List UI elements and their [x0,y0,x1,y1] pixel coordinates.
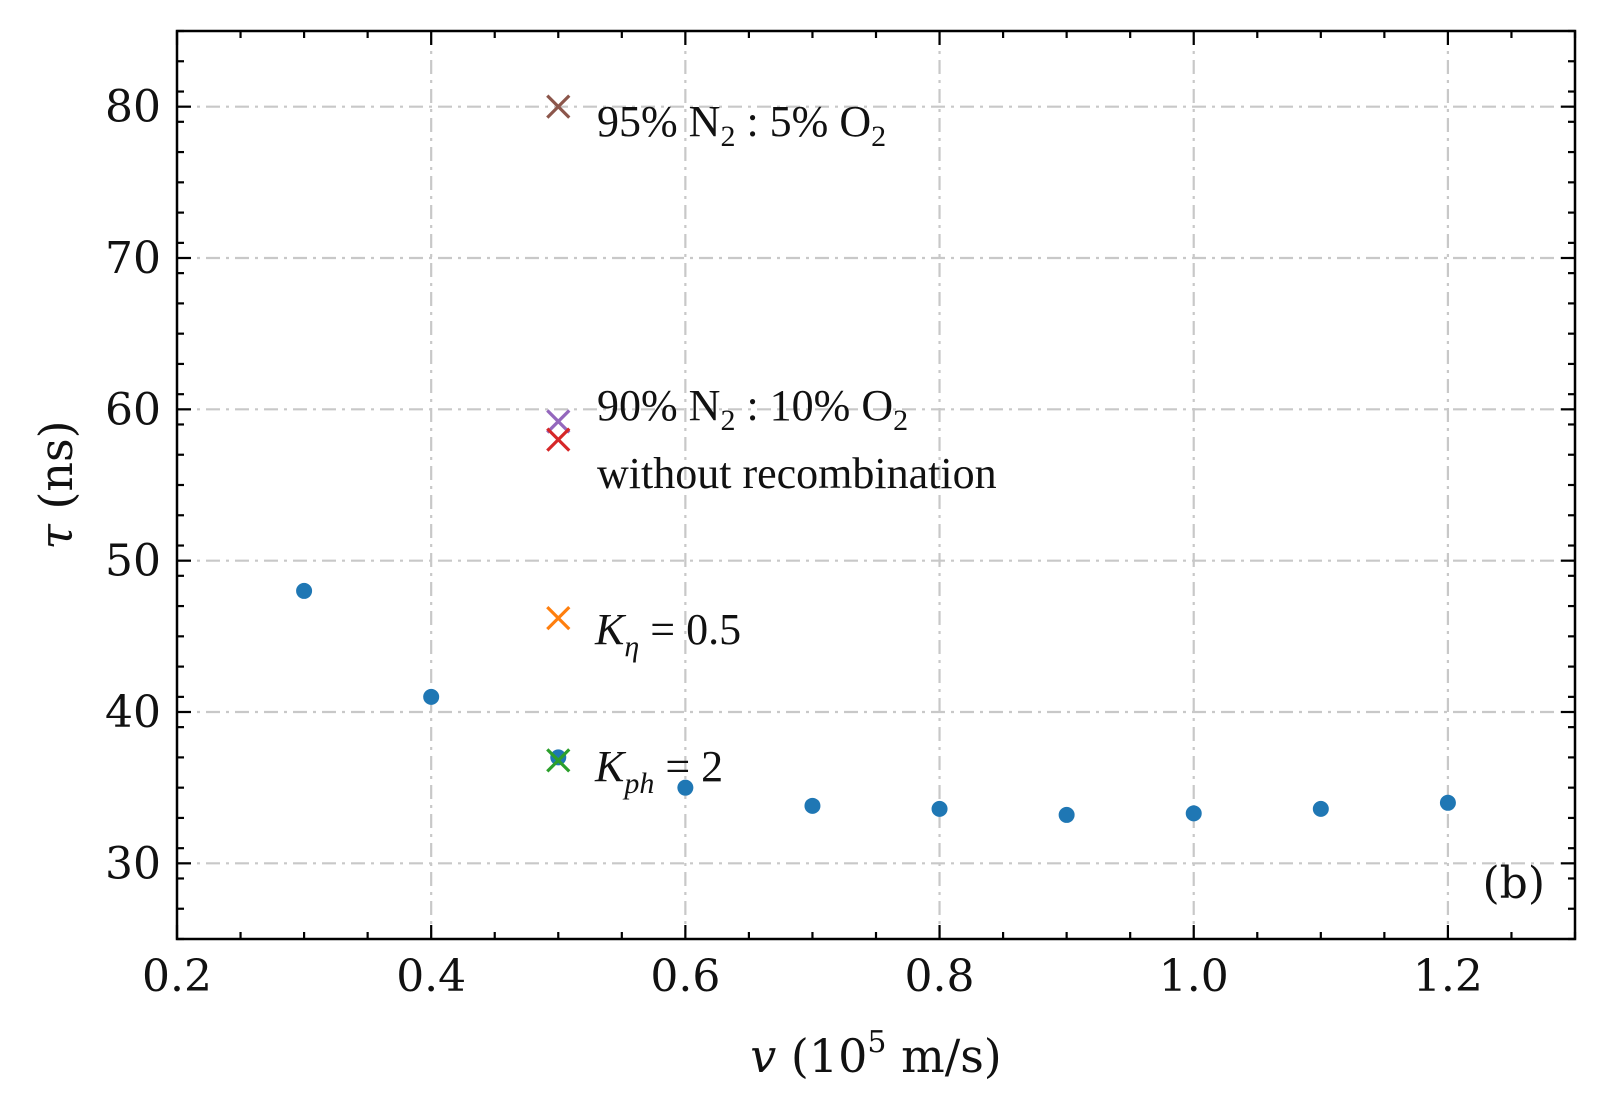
data-point [550,749,567,766]
x-tick-label: 0.6 [650,951,720,1002]
annotation-k-eta: Kη = 0.5 [594,605,741,663]
y-tick-label: 30 [105,838,161,889]
panel-label: (b) [1483,858,1546,909]
data-point [931,800,948,817]
variant-marker [546,94,571,119]
x-tick-labels: 0.2 0.4 0.6 0.8 1.0 1.2 [142,951,1483,1002]
data-point [804,797,821,814]
x-tick-label: 1.2 [1413,951,1483,1002]
data-point [423,688,440,705]
y-tick-label: 40 [105,687,161,738]
data-point [1439,794,1456,811]
annotation-95n2-5o2: 95% N2 : 5% O2 [597,97,886,153]
variant-markers [546,94,571,773]
x-tick-label: 1.0 [1159,951,1229,1002]
y-tick-label: 60 [105,384,161,435]
variant-marker [546,427,571,452]
data-point [677,779,694,796]
y-tick-labels: 30 40 50 60 70 80 [105,82,161,890]
y-axis-title: τ (ns) [29,420,83,549]
x-tick-label: 0.4 [396,951,466,1002]
data-point [296,582,313,599]
y-tick-label: 50 [105,536,161,587]
annotation-without-recombination: without recombination [597,449,997,498]
variant-marker [546,409,571,434]
plot-frame [175,29,1577,941]
data-point [1058,806,1075,823]
y-tick-label: 70 [105,233,161,284]
variant-marker [546,606,571,631]
variant-marker [546,748,571,773]
x-tick-label: 0.2 [142,951,212,1002]
data-point [1312,800,1329,817]
annotation-k-ph: Kph = 2 [594,742,723,800]
data-points [296,582,1456,823]
x-axis-title: v (105 m/s) [750,1025,1002,1083]
y-tick-label: 80 [105,82,161,133]
annotation-90n2-10o2: 90% N2 : 10% O2 [597,381,908,437]
data-point [1185,805,1202,822]
x-tick-label: 0.8 [905,951,975,1002]
